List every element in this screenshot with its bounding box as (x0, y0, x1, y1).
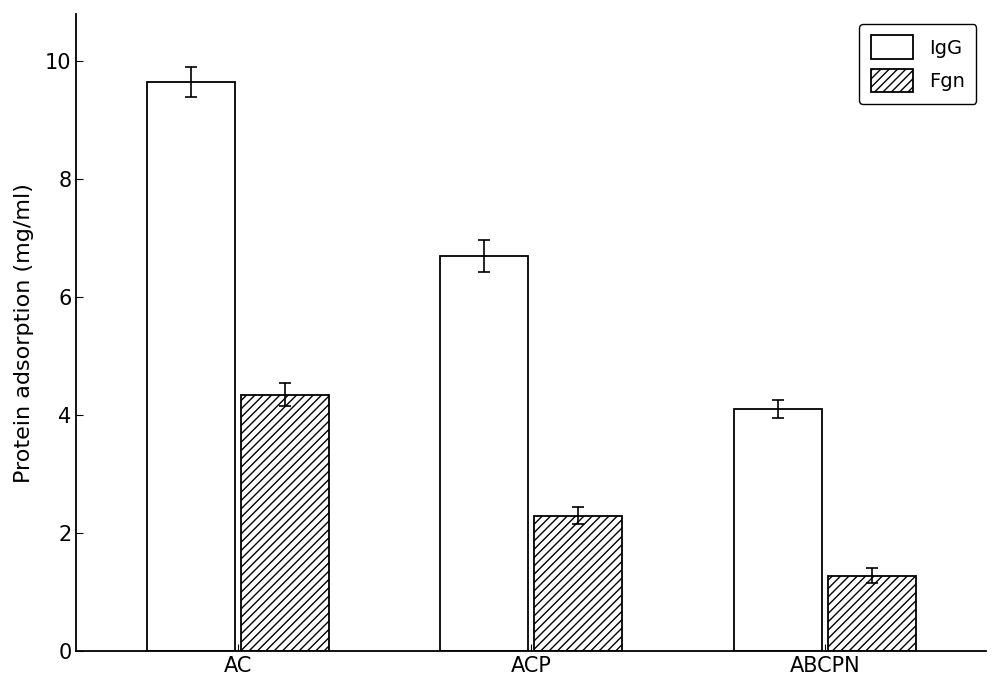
Bar (440, 256, 528, 651)
Bar (534, 515, 622, 651)
Bar (241, 395, 329, 651)
Bar (828, 575, 916, 651)
Y-axis label: Protein adsorption (mg/ml): Protein adsorption (mg/ml) (14, 183, 34, 482)
Bar (147, 81, 235, 651)
Legend: IgG, Fgn: IgG, Fgn (859, 23, 976, 104)
Bar (734, 409, 822, 651)
